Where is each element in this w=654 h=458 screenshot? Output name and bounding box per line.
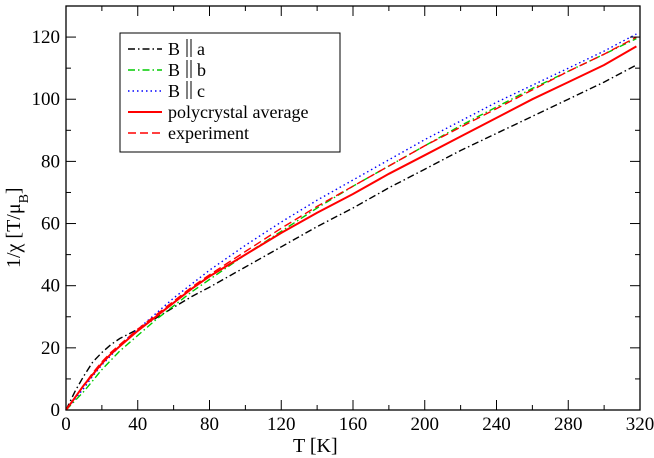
x-tick-label: 160 — [339, 414, 368, 435]
x-tick-label: 240 — [482, 414, 511, 435]
series-line-b-b — [65, 37, 637, 411]
x-tick-label: 80 — [200, 414, 219, 435]
legend-label-experiment: experiment — [168, 123, 249, 143]
y-tick-label: 40 — [41, 276, 60, 297]
x-tick-label: 200 — [411, 414, 440, 435]
y-tick-label: 80 — [41, 151, 60, 172]
series-line-b-a — [65, 64, 637, 411]
y-axis-title: 1/χ [T/μB] — [3, 187, 32, 268]
legend-box — [119, 32, 341, 153]
y-tick-label: 60 — [41, 214, 60, 235]
legend-label-b-b: B — [168, 60, 180, 80]
x-tick-label: 40 — [128, 414, 147, 435]
x-tick-label: 280 — [554, 414, 583, 435]
series-layer — [65, 33, 637, 411]
y-tick-label: 120 — [32, 27, 61, 48]
x-tick-label: 120 — [267, 414, 296, 435]
legend-suffix-a: a — [197, 39, 205, 59]
axes-layer: 0 40 80 120 160 200 240 280 320020406080100120T … — [3, 6, 654, 457]
y-tick-label: 100 — [32, 89, 61, 110]
legend-label-polycrystal-average: polycrystal average — [168, 102, 308, 122]
y-tick-label: 0 — [51, 400, 61, 421]
legend-label-b-a: B — [168, 39, 180, 59]
x-tick-label: 320 — [626, 414, 654, 435]
legend-label-b-c: B — [168, 81, 180, 101]
series-line-experiment — [65, 36, 637, 411]
legend-suffix-b: b — [197, 60, 206, 80]
y-tick-label: 20 — [41, 338, 60, 359]
legend-suffix-c: c — [197, 81, 205, 101]
x-axis-title: T [K] — [293, 435, 338, 457]
series-line-polycrystal-average — [65, 45, 637, 411]
x-tick-label: 0 — [61, 414, 71, 435]
